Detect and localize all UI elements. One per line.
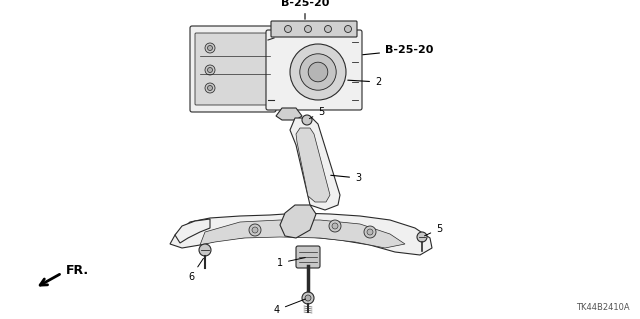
Circle shape	[302, 115, 312, 125]
Circle shape	[305, 295, 311, 301]
Text: 4: 4	[274, 299, 305, 315]
Circle shape	[367, 229, 373, 235]
Circle shape	[205, 65, 215, 75]
Circle shape	[302, 292, 314, 304]
Text: 6: 6	[188, 258, 204, 282]
Polygon shape	[290, 118, 340, 210]
Circle shape	[344, 26, 351, 33]
Text: B-25-20: B-25-20	[363, 45, 433, 55]
Circle shape	[305, 26, 312, 33]
Text: 3: 3	[331, 173, 361, 183]
Circle shape	[207, 85, 212, 91]
FancyBboxPatch shape	[266, 30, 362, 110]
Polygon shape	[276, 108, 302, 120]
Text: 5: 5	[424, 224, 442, 236]
Circle shape	[300, 54, 336, 90]
Text: 1: 1	[277, 257, 305, 268]
Circle shape	[252, 227, 258, 233]
Circle shape	[207, 68, 212, 72]
Polygon shape	[170, 213, 432, 255]
Circle shape	[292, 222, 298, 228]
FancyBboxPatch shape	[190, 26, 276, 112]
Polygon shape	[296, 128, 330, 202]
Polygon shape	[175, 219, 210, 243]
Circle shape	[290, 44, 346, 100]
Text: 2: 2	[348, 77, 381, 87]
Circle shape	[364, 226, 376, 238]
Circle shape	[207, 46, 212, 50]
FancyBboxPatch shape	[271, 21, 357, 37]
Circle shape	[329, 220, 341, 232]
Circle shape	[324, 26, 332, 33]
Circle shape	[332, 223, 338, 229]
Polygon shape	[280, 205, 316, 238]
Circle shape	[205, 43, 215, 53]
FancyBboxPatch shape	[195, 33, 271, 105]
Text: TK44B2410A: TK44B2410A	[577, 303, 630, 312]
Circle shape	[249, 224, 261, 236]
Text: 5: 5	[309, 107, 324, 119]
Circle shape	[308, 62, 328, 82]
Circle shape	[285, 26, 291, 33]
Circle shape	[289, 219, 301, 231]
Polygon shape	[200, 220, 405, 248]
FancyBboxPatch shape	[296, 246, 320, 268]
Circle shape	[199, 244, 211, 256]
Circle shape	[417, 232, 427, 242]
Text: B-25-20: B-25-20	[281, 0, 329, 19]
Circle shape	[205, 83, 215, 93]
Text: FR.: FR.	[66, 264, 89, 278]
